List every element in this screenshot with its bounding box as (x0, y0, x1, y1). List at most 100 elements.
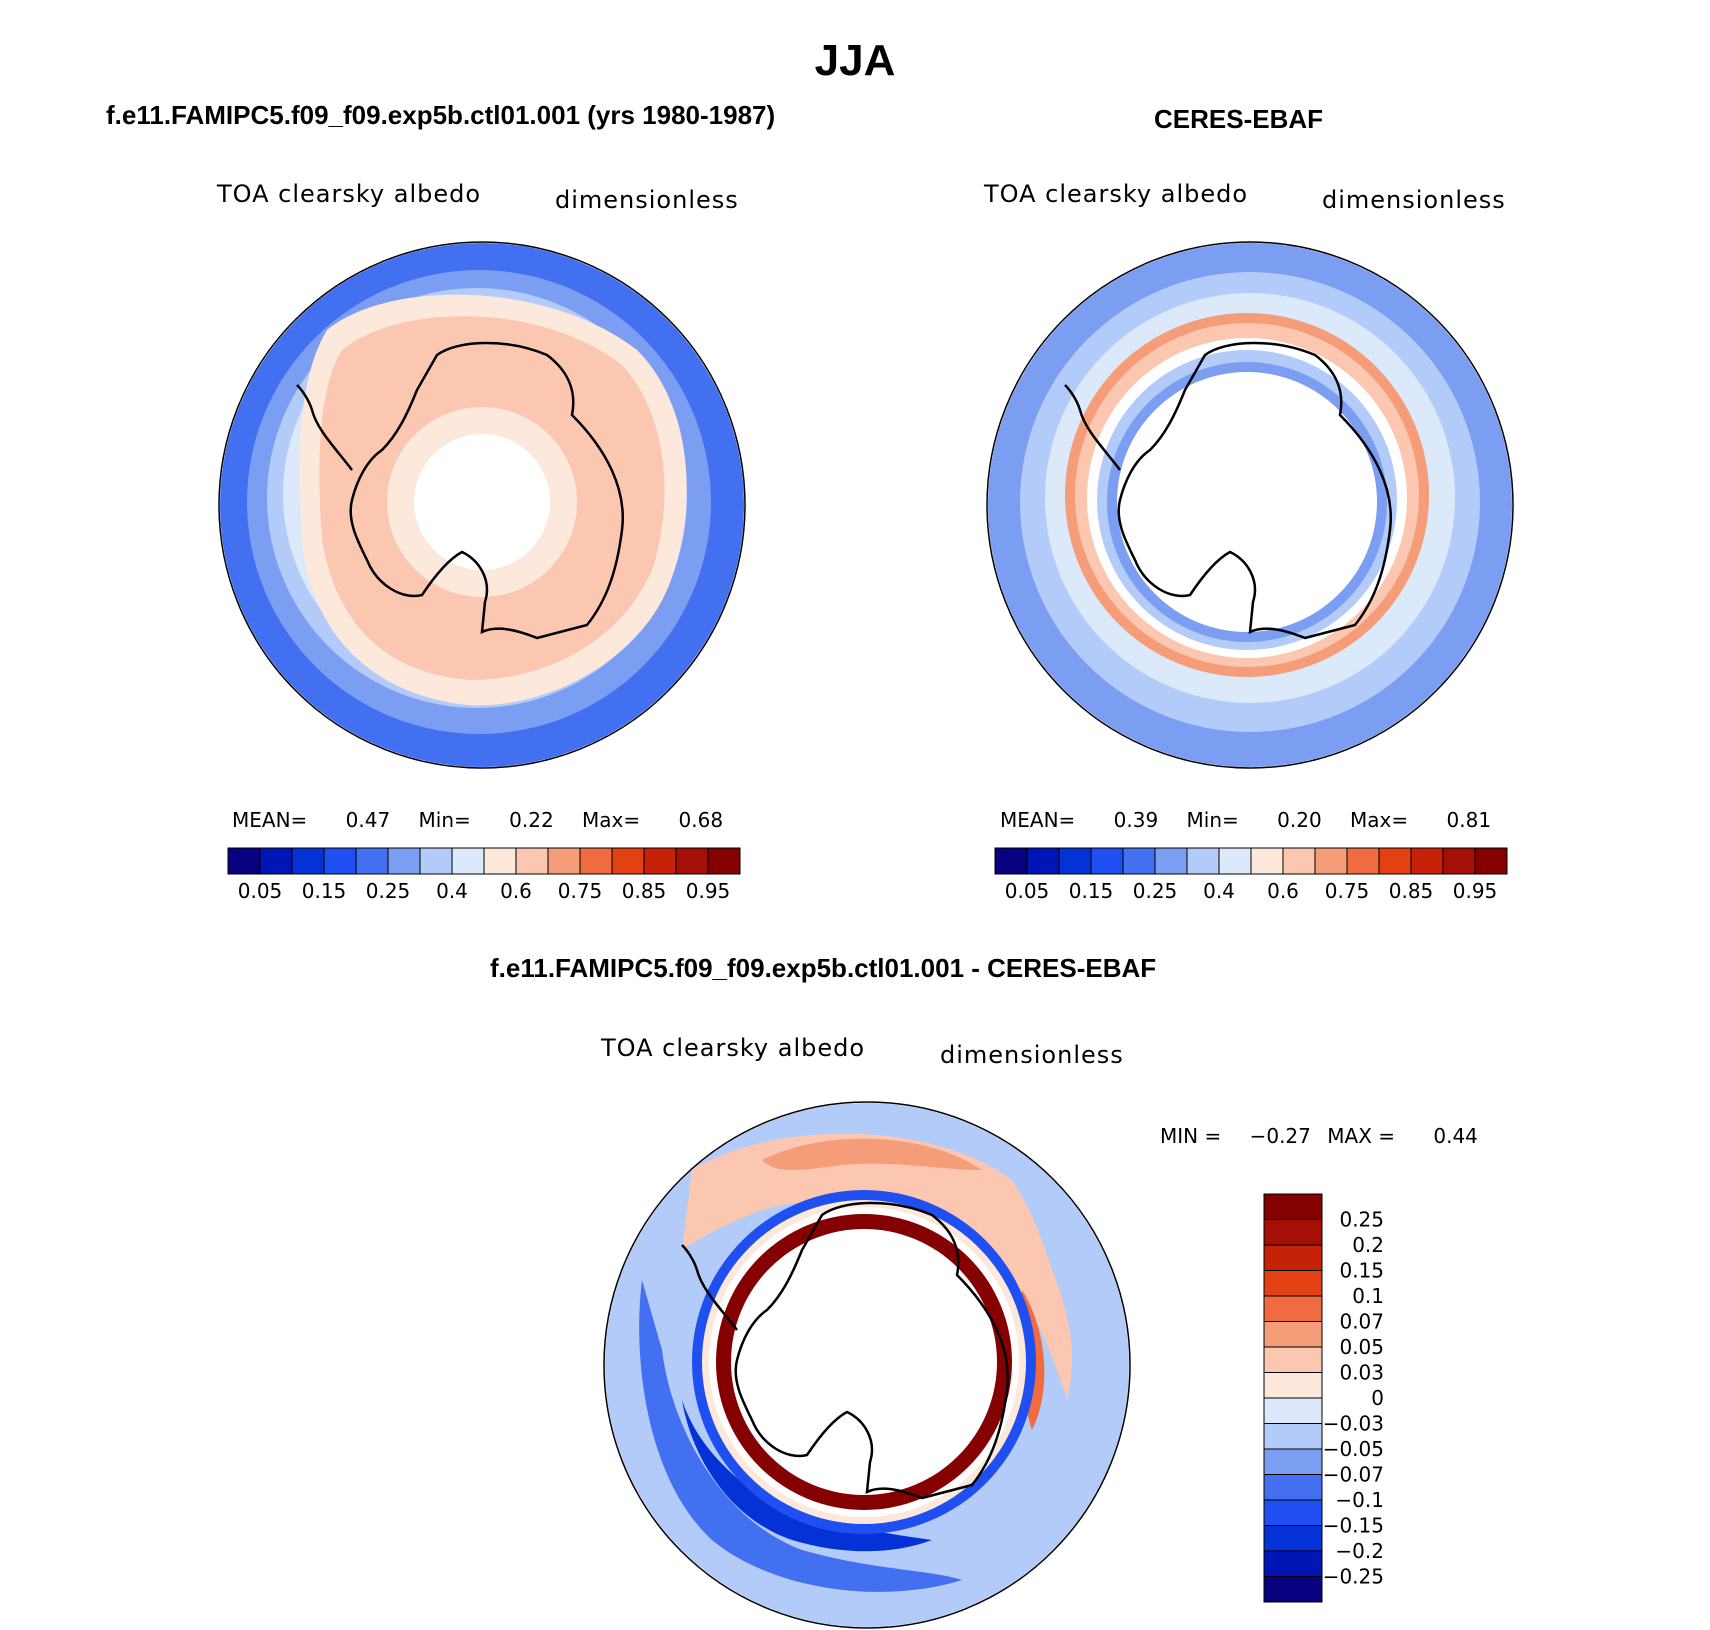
model-mean-value: 0.47 (345, 808, 391, 832)
obs-polar-map (986, 241, 1514, 769)
colorbar-swatch (1263, 1193, 1323, 1220)
colorbar-swatch (355, 847, 389, 875)
obs-min-value: 0.20 (1277, 808, 1322, 832)
colorbar-tick-label: 0.85 (622, 879, 667, 903)
colorbar-swatch (675, 847, 709, 875)
colorbar-tick-label: −0.25 (1323, 1565, 1384, 1589)
colorbar-tick-label: 0.6 (500, 879, 532, 903)
colorbar-tick-label: 0.4 (436, 879, 468, 903)
model-max-label: Max= (582, 808, 641, 832)
obs-mean-label: MEAN= (1000, 808, 1076, 832)
colorbar-tick-label: 0.1 (1352, 1284, 1384, 1308)
colorbar-swatch (483, 847, 517, 875)
obs-field-label: TOA clearsky albedo (984, 180, 1249, 208)
colorbar-swatch (1263, 1295, 1323, 1322)
colorbar-tick-label: 0.25 (1133, 879, 1178, 903)
diff-field-label: TOA clearsky albedo (601, 1034, 866, 1062)
colorbar-swatch (1263, 1321, 1323, 1348)
colorbar-swatch (1263, 1499, 1323, 1526)
colorbar-tick-label: 0.15 (302, 879, 347, 903)
colorbar-swatch (1346, 847, 1380, 875)
colorbar-swatch (515, 847, 549, 875)
colorbar-tick-label: 0.85 (1389, 879, 1434, 903)
colorbar-tick-label: −0.2 (1335, 1539, 1384, 1563)
colorbar-swatch (419, 847, 453, 875)
diff-min-value: −0.27 (1249, 1124, 1311, 1148)
model-panel-title: f.e11.FAMIPC5.f09_f09.exp5b.ctl01.001 (y… (106, 100, 776, 130)
colorbar-swatch (1090, 847, 1124, 875)
colorbar-swatch (1186, 847, 1220, 875)
colorbar-tick-label: 0.15 (1069, 879, 1114, 903)
obs-min-label: Min= (1186, 808, 1239, 832)
colorbar-swatch (1154, 847, 1188, 875)
model-mean-label: MEAN= (232, 808, 308, 832)
colorbar-tick-label: 0.07 (1339, 1310, 1384, 1334)
model-max-value: 0.68 (678, 808, 724, 832)
colorbar-swatch (579, 847, 613, 875)
colorbar-swatch (1442, 847, 1476, 875)
colorbar-swatch (1263, 1525, 1323, 1552)
page-title: JJA (814, 36, 896, 85)
colorbar-tick-label: 0.15 (1339, 1259, 1384, 1283)
colorbar-tick-label: 0.2 (1352, 1233, 1384, 1257)
colorbar-swatch (227, 847, 261, 875)
colorbar-tick-label: 0.25 (366, 879, 411, 903)
colorbar-swatch (707, 847, 741, 875)
colorbar-swatch (323, 847, 357, 875)
colorbar-swatch (994, 847, 1028, 875)
colorbar-swatch (1058, 847, 1092, 875)
diff-min-label: MIN = (1160, 1124, 1222, 1148)
model-field-label: TOA clearsky albedo (217, 180, 482, 208)
diff-units-label: dimensionless (940, 1041, 1124, 1069)
colorbar-tick-label: 0.6 (1267, 879, 1299, 903)
obs-panel-title: CERES-EBAF (1154, 104, 1324, 134)
colorbar-swatch (1410, 847, 1444, 875)
colorbar-swatch (1378, 847, 1412, 875)
obs-units-label: dimensionless (1322, 186, 1506, 214)
colorbar-tick-label: 0.25 (1339, 1208, 1384, 1232)
colorbar-swatch (643, 847, 677, 875)
colorbar-tick-label: 0.05 (1005, 879, 1050, 903)
colorbar-swatch (1474, 847, 1508, 875)
colorbar-swatch (1314, 847, 1348, 875)
colorbar-swatch (1263, 1397, 1323, 1424)
colorbar-tick-label: 0.75 (558, 879, 603, 903)
diff-max-label: MAX = (1327, 1124, 1396, 1148)
colorbar-swatch (1122, 847, 1156, 875)
colorbar-tick-label: 0.03 (1339, 1361, 1384, 1385)
diff-stats: MIN = −0.27 MAX = 0.44 (1160, 1124, 1478, 1148)
colorbar-tick-label: 0 (1371, 1386, 1384, 1410)
colorbar-swatch (451, 847, 485, 875)
colorbar-swatch (1263, 1448, 1323, 1475)
obs-max-value: 0.81 (1446, 808, 1492, 832)
colorbar-tick-label: 0.4 (1203, 879, 1235, 903)
colorbar-swatch (1263, 1270, 1323, 1297)
colorbar-swatch (291, 847, 325, 875)
colorbar-swatch (259, 847, 293, 875)
obs-mean-value: 0.39 (1113, 808, 1159, 832)
colorbar-swatch (1263, 1550, 1323, 1577)
colorbar-swatch (1263, 1474, 1323, 1501)
colorbar-swatch (1263, 1219, 1323, 1246)
colorbar-swatch (1263, 1576, 1323, 1603)
obs-stats: MEAN= 0.39 Min= 0.20 Max= 0.81 (1000, 808, 1491, 832)
diff-max-value: 0.44 (1433, 1124, 1478, 1148)
model-stats: MEAN= 0.47 Min= 0.22 Max= 0.68 (232, 808, 723, 832)
colorbar-swatch (1263, 1244, 1323, 1271)
colorbar-tick-label: 0.05 (238, 879, 283, 903)
diff-polar-map (603, 1101, 1131, 1629)
colorbar-tick-label: −0.1 (1335, 1488, 1384, 1512)
colorbar-swatch (1250, 847, 1284, 875)
model-min-label: Min= (418, 808, 471, 832)
colorbar-tick-label: −0.05 (1323, 1437, 1384, 1461)
diff-panel-title: f.e11.FAMIPC5.f09_f09.exp5b.ctl01.001 - … (490, 953, 1157, 983)
colorbar-swatch (1263, 1423, 1323, 1450)
diff-colorbar: 0.250.20.150.10.070.050.030−0.03−0.05−0.… (1263, 1193, 1384, 1603)
colorbar-tick-label: 0.75 (1325, 879, 1370, 903)
colorbar-swatch (611, 847, 645, 875)
model-units-label: dimensionless (555, 186, 739, 214)
colorbar-swatch (547, 847, 581, 875)
colorbar-swatch (1026, 847, 1060, 875)
model-colorbar: 0.05 0.15 0.25 0.4 0.6 0.75 0.85 0.95 (227, 847, 741, 903)
colorbar-swatch (1282, 847, 1316, 875)
